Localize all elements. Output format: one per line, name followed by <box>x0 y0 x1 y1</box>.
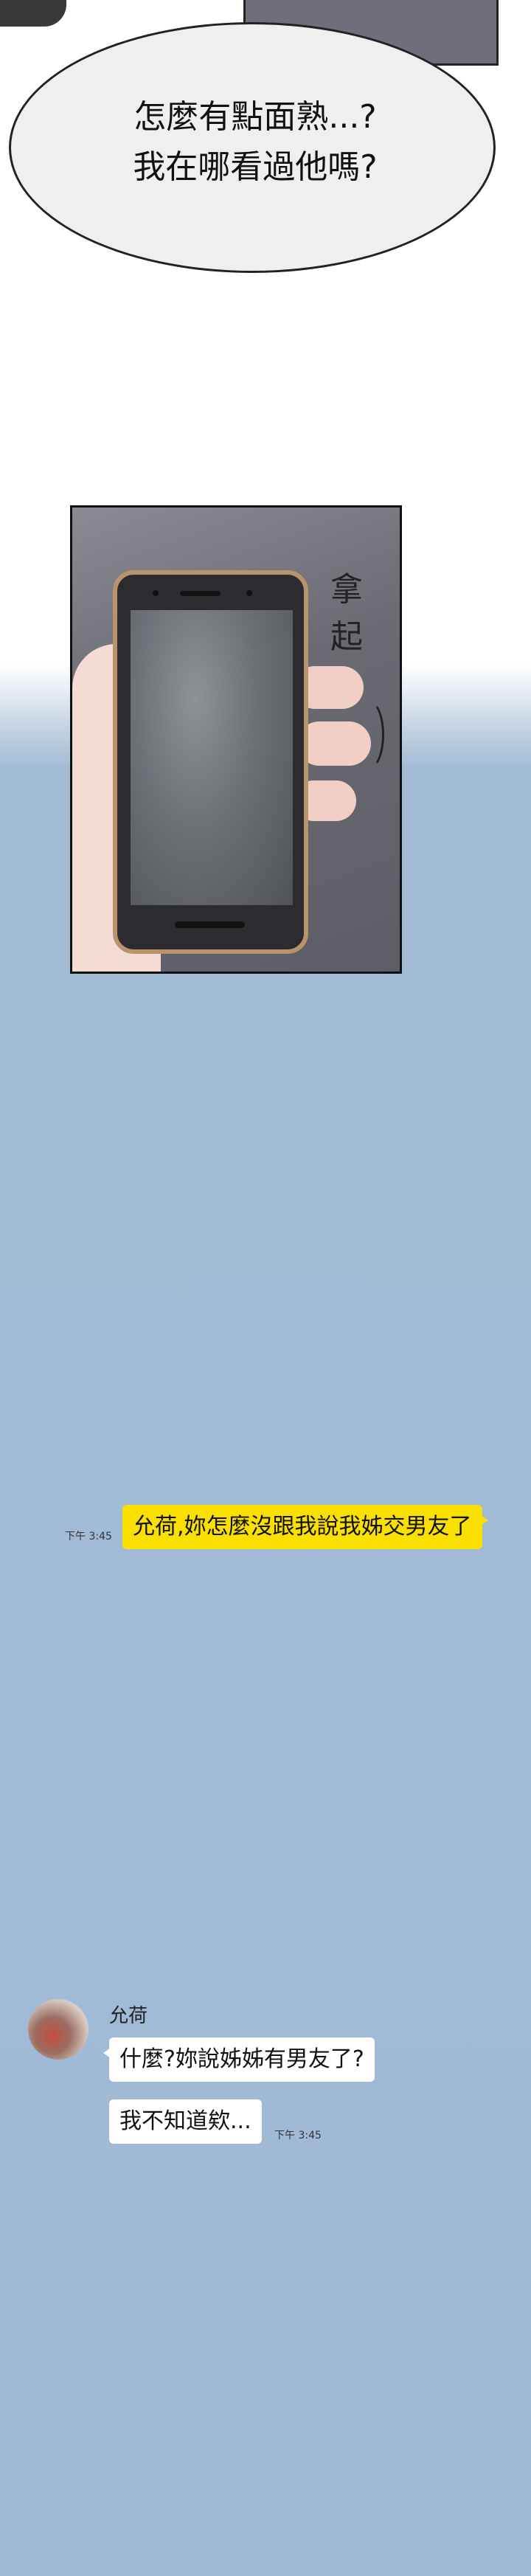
smartphone-illustration <box>113 570 308 954</box>
camera-dot <box>153 590 159 596</box>
speech-line-1: 怎麼有點面熟...? <box>133 98 377 136</box>
speech-line-2: 我在哪看過他嗎? <box>133 148 378 186</box>
sound-effect-text: 拿起 <box>330 571 366 656</box>
home-bar <box>175 921 245 928</box>
speech-bubble-text: 怎麼有點面熟...? 我在哪看過他嗎? <box>0 92 510 193</box>
speaker-slot <box>180 591 221 596</box>
speech-bubble <box>9 22 496 273</box>
phone-panel: 拿起 <box>70 505 402 974</box>
contact-avatar[interactable] <box>28 1999 88 2060</box>
incoming-message[interactable]: 我不知道欸... <box>109 2099 262 2144</box>
message-time: 下午 3:45 <box>65 1531 112 1543</box>
sender-name: 允荷 <box>109 2005 148 2027</box>
phone-screen <box>131 610 293 905</box>
sensor-dot <box>246 590 252 596</box>
message-time: 下午 3:45 <box>274 2130 322 2142</box>
top-dark-panel-fragment <box>0 0 66 27</box>
outgoing-message[interactable]: 允荷,妳怎麼沒跟我說我姊交男友了 <box>122 1505 488 1549</box>
motion-line <box>371 688 400 781</box>
incoming-message[interactable]: 什麼?妳說姊姊有男友了? <box>103 2037 375 2082</box>
